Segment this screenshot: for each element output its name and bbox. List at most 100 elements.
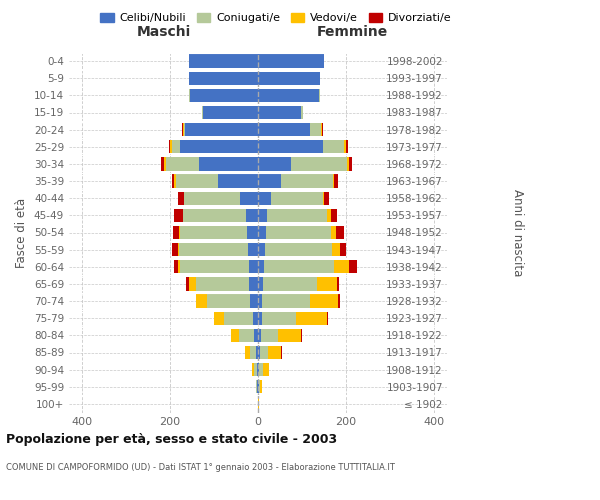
Bar [179,243,248,256]
Bar [199,157,258,170]
Bar [258,157,291,170]
Bar [214,312,224,325]
Bar [258,140,323,153]
Bar [319,88,320,102]
Bar [180,260,249,274]
Bar [218,174,258,188]
Bar [296,312,328,325]
Legend: Celibi/Nubili, Coniugati/e, Vedovi/e, Divorziati/e: Celibi/Nubili, Coniugati/e, Vedovi/e, Di… [96,8,456,28]
Bar [262,294,310,308]
Bar [174,174,176,188]
Bar [178,260,180,274]
Bar [249,260,258,274]
Bar [189,54,258,68]
Bar [263,277,317,290]
Bar [173,226,179,239]
Bar [183,208,245,222]
Text: Popolazione per età, sesso e stato civile - 2003: Popolazione per età, sesso e stato civil… [6,432,337,446]
Bar [258,226,266,239]
Bar [184,123,185,136]
Bar [258,363,259,376]
Bar [264,260,334,274]
Bar [258,106,301,119]
Bar [322,123,323,136]
Bar [188,72,258,85]
Bar [169,140,170,153]
Bar [180,226,247,239]
Bar [256,380,257,394]
Bar [271,192,323,205]
Bar [259,380,260,394]
Bar [301,106,303,119]
Bar [266,226,331,239]
Bar [258,328,261,342]
Bar [196,277,249,290]
Bar [323,192,325,205]
Bar [258,346,260,359]
Bar [257,363,258,376]
Bar [252,363,254,376]
Bar [258,208,267,222]
Bar [334,174,338,188]
Bar [260,346,268,359]
Bar [267,208,327,222]
Bar [336,226,344,239]
Bar [278,328,301,342]
Bar [258,380,259,394]
Bar [301,328,302,342]
Bar [253,312,258,325]
Bar [187,277,188,290]
Bar [203,106,258,119]
Bar [250,346,256,359]
Bar [190,88,258,102]
Bar [258,277,263,290]
Bar [310,294,338,308]
Bar [333,174,334,188]
Bar [346,140,348,153]
Bar [334,260,349,274]
Text: COMUNE DI CAMPOFORMIDO (UD) - Dati ISTAT 1° gennaio 2003 - Elaborazione TUTTITAL: COMUNE DI CAMPOFORMIDO (UD) - Dati ISTAT… [6,462,395,471]
Bar [349,157,352,170]
Bar [258,192,271,205]
Bar [224,312,253,325]
Bar [258,54,324,68]
Bar [331,226,336,239]
Bar [166,157,199,170]
Bar [262,312,296,325]
Y-axis label: Anni di nascita: Anni di nascita [511,189,524,276]
Bar [172,243,178,256]
Bar [261,328,278,342]
Bar [173,260,178,274]
Bar [325,192,329,205]
Bar [321,123,322,136]
Bar [281,346,282,359]
Bar [196,294,207,308]
Bar [327,208,331,222]
Bar [254,363,257,376]
Bar [248,243,258,256]
Bar [180,140,258,153]
Bar [258,88,319,102]
Bar [332,243,340,256]
Bar [258,174,281,188]
Bar [245,346,250,359]
Bar [245,208,258,222]
Bar [265,243,332,256]
Bar [281,174,333,188]
Bar [337,277,339,290]
Text: Maschi: Maschi [136,25,191,39]
Bar [340,243,346,256]
Bar [184,192,239,205]
Bar [250,294,258,308]
Bar [268,346,281,359]
Bar [170,140,172,153]
Bar [258,260,264,274]
Bar [291,157,347,170]
Bar [258,72,320,85]
Bar [256,346,258,359]
Bar [257,380,258,394]
Bar [260,380,262,394]
Bar [347,157,349,170]
Bar [323,140,344,153]
Bar [317,277,337,290]
